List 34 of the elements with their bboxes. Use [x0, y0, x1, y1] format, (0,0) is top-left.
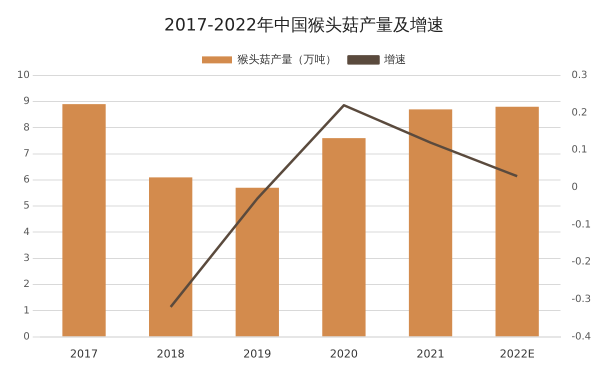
legend-label: 猴头菇产量（万吨）: [238, 52, 336, 66]
x-tick-label: 2017: [70, 347, 98, 360]
bar: [62, 104, 106, 336]
y-tick-label: 6: [23, 174, 30, 186]
y2-tick-label: 0.1: [571, 144, 588, 156]
y2-tick-label: -0.4: [571, 331, 592, 342]
y-tick-label: 0: [23, 331, 30, 342]
bar: [236, 188, 279, 336]
y-tick-label: 8: [23, 122, 30, 134]
y-tick-label: 3: [23, 252, 30, 264]
bar: [322, 138, 366, 336]
y2-tick-label: -0.1: [571, 219, 592, 230]
y-tick-label: 7: [23, 148, 30, 160]
y-tick-label: 9: [23, 96, 30, 108]
x-tick-label: 2018: [156, 347, 185, 360]
y-tick-label: 2: [23, 279, 30, 290]
y2-tick-label: 0.3: [571, 70, 588, 81]
x-tick-label: 2020: [330, 347, 358, 360]
bar: [149, 177, 192, 336]
x-tick-label: 2022E: [500, 347, 535, 360]
y-tick-label: 1: [23, 305, 30, 316]
x-tick-label: 2021: [416, 347, 445, 360]
y-tick-label: 5: [23, 200, 30, 212]
y2-tick-label: -0.2: [571, 256, 592, 268]
x-tick-label: 2019: [243, 347, 272, 360]
bar: [496, 106, 539, 336]
y-tick-label: 4: [23, 226, 30, 238]
y-tick-label: 10: [16, 70, 30, 81]
y2-tick-label: -0.3: [571, 294, 592, 306]
y2-tick-label: 0: [571, 182, 578, 194]
bar: [408, 109, 452, 336]
legend-label: 增速: [383, 52, 406, 66]
chart-title: 2017-2022年中国猴头菇产量及增速: [164, 16, 444, 36]
y2-tick-label: 0.2: [571, 107, 588, 118]
